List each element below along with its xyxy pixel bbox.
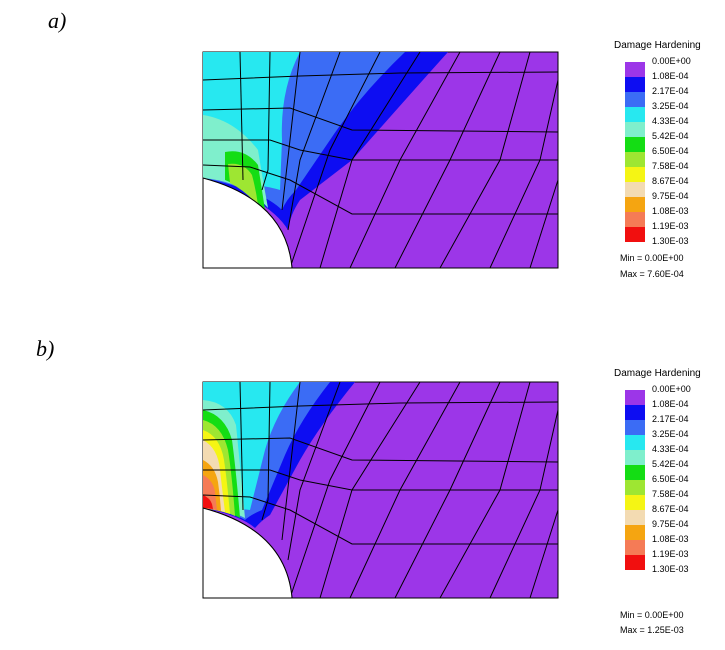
legend-title: Damage Hardening <box>614 368 701 379</box>
legend-level: 4.33E-04 <box>652 116 689 126</box>
legend-min: Min = 0.00E+00 <box>620 253 684 263</box>
legend-title: Damage Hardening <box>614 40 701 51</box>
legend-level: 3.25E-04 <box>652 101 689 111</box>
mesh-lines <box>202 381 559 599</box>
hole <box>202 507 293 599</box>
legend-level: 1.30E-03 <box>652 564 689 574</box>
legend-a: Damage Hardening 0.00E+00 1.08E-04 2.17E… <box>600 40 725 320</box>
legend-level: 5.42E-04 <box>652 459 689 469</box>
legend-level: 1.30E-03 <box>652 236 689 246</box>
swatch-10 <box>625 540 645 555</box>
swatch-11 <box>625 227 645 242</box>
swatch-11 <box>625 555 645 570</box>
legend-b: Damage Hardening 0.00E+00 1.08E-04 2.17E… <box>600 368 725 648</box>
legend-level: 1.08E-03 <box>652 206 689 216</box>
legend-level: 1.19E-03 <box>652 549 689 559</box>
hole <box>202 177 293 269</box>
legend-level: 1.08E-03 <box>652 534 689 544</box>
swatch-10 <box>625 212 645 227</box>
legend-level: 2.17E-04 <box>652 414 689 424</box>
legend-level: 6.50E-04 <box>652 474 689 484</box>
swatch-8 <box>625 510 645 525</box>
legend-level: 3.25E-04 <box>652 429 689 439</box>
swatch-5 <box>625 465 645 480</box>
swatch-1 <box>625 405 645 420</box>
swatch-1 <box>625 77 645 92</box>
legend-level: 9.75E-04 <box>652 191 689 201</box>
legend-level: 7.58E-04 <box>652 489 689 499</box>
legend-level: 8.67E-04 <box>652 504 689 514</box>
panel-b-mesh <box>202 381 559 599</box>
legend-level: 7.58E-04 <box>652 161 689 171</box>
swatch-3 <box>625 107 645 122</box>
contour-yellow-green <box>228 163 258 205</box>
legend-level: 0.00E+00 <box>652 384 691 394</box>
swatch-2 <box>625 420 645 435</box>
legend-max: Max = 7.60E-04 <box>620 269 684 279</box>
swatch-9 <box>625 197 645 212</box>
swatch-7 <box>625 495 645 510</box>
mesh-lines <box>202 51 559 269</box>
legend-level: 4.33E-04 <box>652 444 689 454</box>
legend-level: 1.08E-04 <box>652 399 689 409</box>
legend-level: 6.50E-04 <box>652 146 689 156</box>
swatch-6 <box>625 152 645 167</box>
legend-level: 8.67E-04 <box>652 176 689 186</box>
legend-level: 5.42E-04 <box>652 131 689 141</box>
swatch-9 <box>625 525 645 540</box>
swatch-6 <box>625 480 645 495</box>
legend-level: 1.19E-03 <box>652 221 689 231</box>
legend-level: 0.00E+00 <box>652 56 691 66</box>
swatch-4 <box>625 450 645 465</box>
panel-a-label: a) <box>48 8 67 33</box>
legend-level: 2.17E-04 <box>652 86 689 96</box>
legend-max: Max = 1.25E-03 <box>620 625 684 635</box>
swatch-3 <box>625 435 645 450</box>
swatch-4 <box>625 122 645 137</box>
contour-red <box>203 495 213 509</box>
swatch-5 <box>625 137 645 152</box>
swatch-0 <box>625 62 645 77</box>
panel-b-label: b) <box>36 336 55 361</box>
legend-level: 9.75E-04 <box>652 519 689 529</box>
swatch-8 <box>625 182 645 197</box>
swatch-7 <box>625 167 645 182</box>
legend-level: 1.08E-04 <box>652 71 689 81</box>
legend-min: Min = 0.00E+00 <box>620 610 684 620</box>
panel-a-mesh <box>202 51 559 269</box>
swatch-0 <box>625 390 645 405</box>
swatch-2 <box>625 92 645 107</box>
